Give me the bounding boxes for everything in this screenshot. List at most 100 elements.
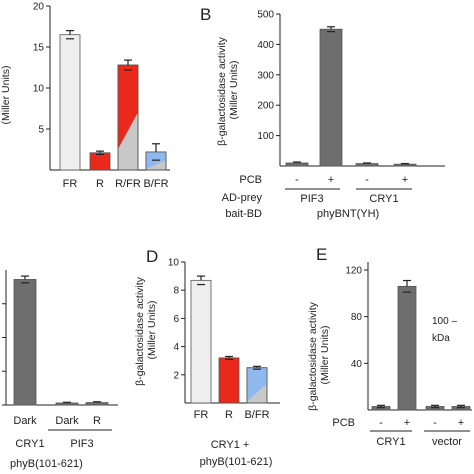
- panel-e-bars: [371, 279, 471, 411]
- panel-d-ylabel-line2: (Miller Units): [146, 301, 158, 360]
- panel-c-bars: [13, 275, 109, 406]
- panel-d-tick-label: 8: [173, 286, 179, 297]
- panel-b-pcb-signs: - + - +: [295, 174, 408, 186]
- panel-b-tick-label: 300: [257, 70, 274, 81]
- panel-b-pcb-sign: +: [402, 174, 408, 186]
- panel-b-ylabel: β-galactosidase activity (Miller Units): [216, 34, 240, 146]
- panel-e-tick-label: 80: [351, 312, 363, 323]
- panel-d-tick-label: 2: [173, 370, 179, 381]
- panel-b-bars: [285, 26, 417, 167]
- panel-b-ticks: 100 200 300 400 500: [257, 10, 280, 142]
- panel-a: (Miller Units) 5 10 15 20 FR R R/FR B/FR: [0, 2, 170, 190]
- panel-a-category-label: R: [96, 178, 104, 190]
- panel-e-kda-marker: 100 –: [432, 316, 457, 327]
- panel-e-ylabel: β-galactosidase activity (Miller Units): [307, 299, 331, 411]
- panel-c-prey-cry1: CRY1: [15, 438, 44, 450]
- panel-a-category-label: FR: [63, 178, 78, 190]
- panel-b: B β-galactosidase activity (Miller Units…: [200, 5, 445, 220]
- panel-b-tick-label: 200: [257, 101, 274, 112]
- panel-e-pcb-sign: -: [379, 417, 383, 429]
- panel-d-bar: [218, 357, 240, 404]
- panel-a-ylabel: (Miller Units): [0, 66, 12, 125]
- panel-d-caption-2: phyB(101-621): [200, 456, 273, 468]
- panel-d-tick-label: 6: [173, 314, 179, 325]
- panel-d-category-label: FR: [194, 409, 209, 421]
- panel-c-prey-pif3: PIF3: [70, 438, 93, 450]
- panel-b-tick-label: 400: [257, 40, 274, 51]
- panel-b-tick-label: 500: [257, 10, 274, 21]
- panel-e: E β-galactosidase activity (Miller Units…: [307, 245, 472, 448]
- panel-b-prey-cry1: CRY1: [369, 193, 398, 205]
- panel-a-bar: [89, 152, 111, 171]
- panel-d-letter: D: [146, 247, 158, 266]
- panel-e-pcb-sign: +: [458, 417, 464, 429]
- panel-b-tick-label: 100: [257, 131, 274, 142]
- panel-a-categories: FR R R/FR B/FR: [63, 178, 169, 190]
- panel-b-pcb-sign: +: [328, 174, 334, 186]
- panel-c: Dark Dark R CRY1 PIF3 phyB(101-621): [2, 270, 118, 470]
- panel-a-bars: [59, 30, 167, 171]
- panel-d: D β-galactosidase activity (Miller Units…: [134, 247, 280, 468]
- panel-d-bar: [190, 279, 212, 404]
- panel-c-category-label: Dark: [55, 415, 79, 427]
- panel-a-tick-label: 5: [38, 125, 44, 136]
- panel-b-ylabel-line1: β-galactosidase activity: [216, 36, 228, 146]
- panel-c-category-label: R: [93, 415, 101, 427]
- panel-a-tick-label: 20: [33, 2, 45, 13]
- panel-e-bar: [397, 285, 417, 411]
- panel-b-bar: [355, 163, 379, 167]
- panel-e-tick-label: 120: [345, 266, 362, 277]
- panel-c-ticks: [2, 303, 6, 406]
- panel-e-ylabel-line1: β-galactosidase activity: [307, 301, 319, 411]
- panel-b-ylabel-line2: (Miller Units): [228, 61, 240, 120]
- panel-b-bait: phyBNT(YH): [317, 208, 379, 220]
- panel-b-pcb-label: PCB: [239, 174, 262, 186]
- panel-d-category-label: R: [225, 409, 233, 421]
- panel-b-adprey-label: AD-prey: [222, 192, 263, 204]
- panel-a-ticks: 5 10 15 20: [33, 2, 50, 136]
- panel-e-group-cry1: CRY1: [376, 436, 405, 448]
- panel-d-ylabel: β-galactosidase activity (Miller Units): [134, 274, 158, 386]
- panel-b-bar: [285, 162, 309, 167]
- panel-b-pcb-sign: -: [295, 174, 299, 186]
- panel-e-ylabel-line2: (Miller Units): [319, 326, 331, 385]
- panel-b-pcb-sign: -: [365, 174, 369, 186]
- panel-d-ylabel-line1: β-galactosidase activity: [134, 276, 146, 386]
- panel-c-category-label: Dark: [13, 415, 37, 427]
- panel-b-prey-pif3: PIF3: [300, 193, 323, 205]
- panel-c-bar: [13, 279, 37, 406]
- panel-b-baitbd-label: bait-BD: [225, 208, 262, 220]
- panel-e-tick-label: 40: [351, 359, 363, 370]
- panel-e-group-vector: vector: [432, 436, 462, 448]
- panel-d-bars: [190, 275, 268, 404]
- panel-d-bar-overlay: [247, 367, 267, 402]
- panel-d-tick-label: 10: [168, 258, 180, 269]
- panel-a-bar: [59, 34, 81, 171]
- panel-d-tick-label: 4: [173, 342, 179, 353]
- panel-a-category-label: B/FR: [143, 178, 168, 190]
- panel-d-category-label: B/FR: [244, 409, 269, 421]
- panel-e-pcb-label: PCB: [332, 417, 355, 429]
- panel-a-bar-overlay: [118, 65, 138, 150]
- panel-b-letter: B: [200, 5, 211, 24]
- panel-c-bar: [85, 402, 109, 406]
- panel-e-ticks: 40 80 120: [345, 266, 368, 370]
- panel-d-categories: FR R B/FR: [194, 409, 270, 421]
- panel-a-tick-label: 15: [33, 43, 45, 54]
- panel-a-tick-label: 10: [33, 84, 45, 95]
- panel-b-bar: [393, 163, 417, 167]
- panel-e-pcb-sign: +: [404, 417, 410, 429]
- panel-e-pcb-signs: - + - +: [379, 417, 464, 429]
- panel-e-letter: E: [316, 245, 327, 264]
- panel-d-ticks: 2 4 6 8 10: [168, 258, 185, 381]
- panel-a-category-label: R/FR: [115, 178, 141, 190]
- panel-c-bar: [55, 402, 79, 406]
- panel-e-pcb-sign: -: [433, 417, 437, 429]
- panel-e-kda-label: kDa: [432, 333, 450, 344]
- panel-b-row-labels: PCB AD-prey bait-BD: [222, 174, 263, 220]
- panel-c-categories: Dark Dark R: [13, 415, 101, 427]
- panel-b-bar: [319, 28, 343, 167]
- panel-d-caption-1: CRY1 +: [211, 439, 250, 451]
- panel-c-bait: phyB(101-621): [10, 458, 83, 470]
